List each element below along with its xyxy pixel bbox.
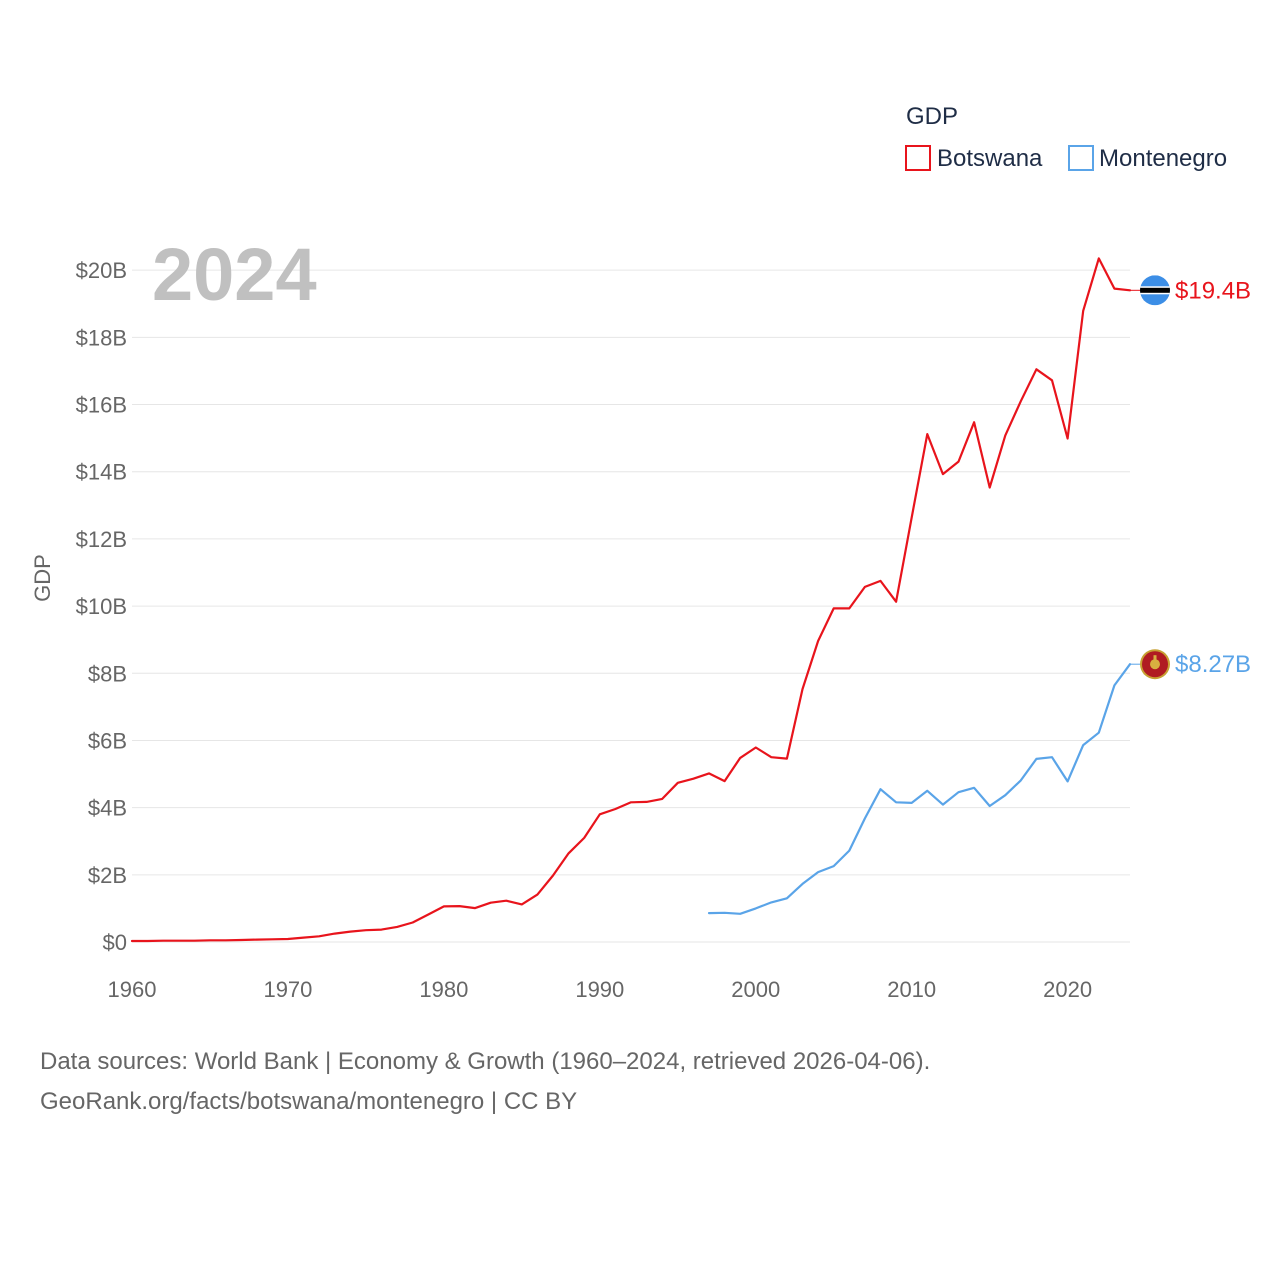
year-overlay: 2024 [152, 233, 317, 316]
y-tick-label: $12B [76, 527, 127, 552]
botswana-flag-icon [1140, 275, 1170, 306]
series-line-montenegro [707, 663, 1132, 915]
x-tick-label: 2010 [887, 977, 936, 1002]
y-tick-label: $10B [76, 594, 127, 619]
footer-attribution: GeoRank.org/facts/botswana/montenegro | … [40, 1088, 578, 1115]
x-tick-label: 2000 [731, 977, 780, 1002]
legend-swatch-montenegro [1068, 145, 1094, 171]
series-line-botswana [130, 257, 1132, 943]
series-layer [130, 257, 1132, 943]
legend-title: GDP [906, 103, 958, 130]
end-label-botswana: $19.4B [1175, 277, 1251, 304]
y-tick-label: $0 [103, 930, 127, 955]
legend-label-botswana: Botswana [937, 145, 1043, 172]
legend: GDP Botswana Montenegro [905, 103, 1227, 172]
x-tick-label: 1960 [108, 977, 157, 1002]
footer-sources: Data sources: World Bank | Economy & Gro… [40, 1048, 931, 1075]
legend-item-botswana[interactable]: Botswana [905, 145, 1043, 172]
x-axis: 1960 1970 1980 1990 2000 2010 2020 [108, 977, 1093, 1002]
y-tick-label: $20B [76, 258, 127, 283]
y-tick-label: $16B [76, 393, 127, 418]
montenegro-flag-icon [1140, 649, 1170, 680]
footer-credits: Data sources: World Bank | Economy & Gro… [40, 1042, 930, 1122]
legend-label-montenegro: Montenegro [1099, 145, 1227, 172]
x-tick-label: 1980 [419, 977, 468, 1002]
y-axis: $0 $2B $4B $6B $8B $10B $12B $14B $16B $18B $20B [76, 258, 127, 955]
y-tick-label: $14B [76, 460, 127, 485]
series-endpoints: $19.4B $8.27B [1130, 275, 1251, 680]
gdp-line-chart: $0 $2B $4B $6B $8B $10B $12B $14B $16B $18B $20B 1… [30, 103, 1251, 1002]
y-tick-label: $18B [76, 325, 127, 350]
gridlines [132, 269, 1130, 943]
y-tick-label: $6B [88, 728, 127, 753]
y-tick-label: $8B [88, 661, 127, 686]
legend-item-montenegro[interactable]: Montenegro [1068, 145, 1227, 172]
x-tick-label: 2020 [1043, 977, 1092, 1002]
y-tick-label: $4B [88, 796, 127, 821]
y-axis-title: GDP [30, 554, 55, 602]
x-tick-label: 1970 [263, 977, 312, 1002]
end-label-montenegro: $8.27B [1175, 651, 1251, 678]
x-tick-label: 1990 [575, 977, 624, 1002]
legend-swatch-botswana [905, 145, 931, 171]
y-tick-label: $2B [88, 863, 127, 888]
